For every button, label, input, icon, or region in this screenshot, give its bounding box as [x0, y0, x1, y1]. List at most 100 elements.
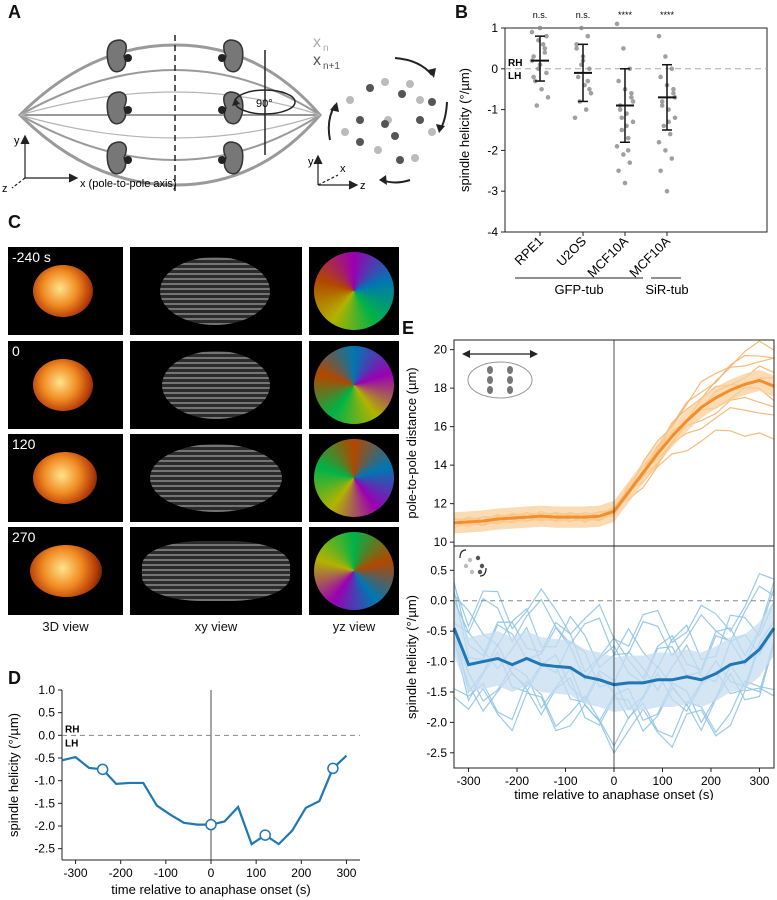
- data-point: [579, 25, 584, 31]
- arrow-head: [530, 350, 538, 358]
- data-point: [540, 42, 546, 47]
- data-point: [619, 115, 625, 121]
- bottom-y-tick-label: 0.5: [430, 563, 447, 577]
- data-point: [539, 86, 544, 92]
- time-marker: [259, 829, 271, 841]
- significance-label: n.s.: [533, 10, 548, 20]
- axis-x-label: x (pole-to-pole axis): [80, 178, 177, 190]
- x-tick-label: 200: [701, 774, 721, 788]
- micro-3d-row3: 120: [8, 434, 123, 522]
- mini-arrow: [459, 549, 467, 559]
- data-point: [669, 156, 675, 161]
- data-point: [625, 135, 631, 141]
- rotation-inset-icon: [459, 549, 487, 577]
- x-axis-label: time relative to anaphase onset (s): [111, 882, 310, 897]
- x-tick-label: 300: [749, 774, 769, 788]
- mini-dot: [475, 555, 481, 561]
- data-point: [656, 139, 662, 145]
- x-tick-label: 0: [611, 774, 618, 788]
- cross-section: [327, 57, 448, 185]
- data-point: [659, 99, 665, 104]
- data-point: [659, 103, 665, 108]
- x-tick-label: 100: [246, 866, 266, 880]
- y-tick-label: -3: [487, 184, 498, 198]
- data-point: [630, 99, 636, 104]
- panel-letter-d: D: [8, 668, 21, 688]
- data-point: [630, 119, 636, 125]
- y-tick-label: 1.0: [38, 683, 55, 697]
- data-point: [531, 54, 536, 59]
- data-point: [534, 103, 540, 108]
- top-y-tick-label: 16: [434, 420, 448, 434]
- mini-chromosome: [487, 386, 493, 394]
- top-y-tick-label: 14: [434, 458, 448, 472]
- panel-a-schematic: y z x (pole-to-pole axis) 90° x n x n+1 …: [2, 34, 448, 195]
- series-line: [61, 754, 348, 846]
- data-point: [658, 168, 663, 174]
- x-tick-label: 0: [208, 866, 215, 880]
- time-marker: [205, 818, 217, 831]
- micro-xy-row1: [130, 247, 302, 335]
- y-tick-label: -2: [487, 143, 498, 157]
- y-tick-label: -4: [487, 225, 498, 239]
- x-axis-label: time relative to anaphase onset (s): [514, 787, 713, 800]
- mini-chromosome: [507, 366, 513, 374]
- col-label-3d: 3D view: [42, 619, 89, 634]
- time-marker: [96, 763, 109, 776]
- bottom-y-tick-label: 0.0: [430, 594, 447, 608]
- data-point: [585, 33, 591, 39]
- mini-spindle: [467, 361, 533, 399]
- lh-label: LH: [65, 738, 78, 749]
- lh-label: LH: [508, 71, 521, 82]
- y-tick-label: -1: [487, 103, 498, 117]
- axes-left: [11, 134, 79, 189]
- spindle-diagram: [17, 35, 322, 195]
- mini-chromosome: [487, 366, 493, 374]
- data-point: [671, 86, 676, 92]
- mini-arrow: [479, 567, 487, 577]
- data-point: [537, 25, 543, 31]
- significance-label: ****: [660, 10, 675, 20]
- y-tick-label: 0: [491, 62, 498, 76]
- data-point: [614, 144, 620, 149]
- x-tick-label: -200: [109, 866, 133, 880]
- data-point: [616, 168, 621, 174]
- spindle-inset-icon: [462, 350, 538, 399]
- micro-3d-row4: 270: [8, 527, 123, 615]
- micro-xy-row3: [130, 434, 302, 522]
- mini-chromosome: [507, 386, 513, 394]
- group-label: SiR-tub: [645, 282, 688, 297]
- micro-yz-row1: [309, 247, 399, 335]
- top-y-axis-label: pole-to-pole distance (µm): [404, 367, 419, 518]
- axis-z-label: z: [2, 183, 8, 195]
- data-point: [574, 46, 579, 51]
- data-point: [663, 54, 668, 59]
- micro-xy-row2: [130, 341, 302, 429]
- x-tick-label: -100: [553, 774, 577, 788]
- category-label: U2OS: [553, 233, 589, 269]
- col-label-xy: xy view: [194, 619, 238, 634]
- y-tick-label: -1.0: [34, 774, 55, 788]
- data-point: [656, 33, 662, 39]
- top-y-tick-label: 18: [434, 381, 448, 395]
- data-point: [614, 21, 620, 27]
- micro-3d-row2: 0: [8, 341, 123, 429]
- micro-xy-row4: [130, 527, 302, 615]
- bottom-y-tick-label: -2.5: [426, 746, 447, 760]
- right-axis-y: y: [308, 156, 314, 168]
- data-point: [542, 46, 548, 51]
- data-point: [545, 95, 551, 100]
- data-point: [629, 95, 634, 100]
- plot-frame: [504, 27, 768, 233]
- data-point: [619, 127, 625, 133]
- y-tick-label: -1.5: [34, 796, 55, 810]
- micro-3d-row1: -240 s: [8, 247, 123, 335]
- panel-letter-c: C: [8, 212, 21, 232]
- micro-yz-row4: [309, 527, 399, 615]
- top-y-tick-label: 10: [434, 535, 448, 549]
- data-point: [625, 148, 631, 153]
- category-label: MCF10A: [626, 233, 673, 280]
- significance-label: n.s.: [576, 10, 591, 20]
- data-point: [621, 46, 626, 51]
- rh-label: RH: [508, 58, 522, 69]
